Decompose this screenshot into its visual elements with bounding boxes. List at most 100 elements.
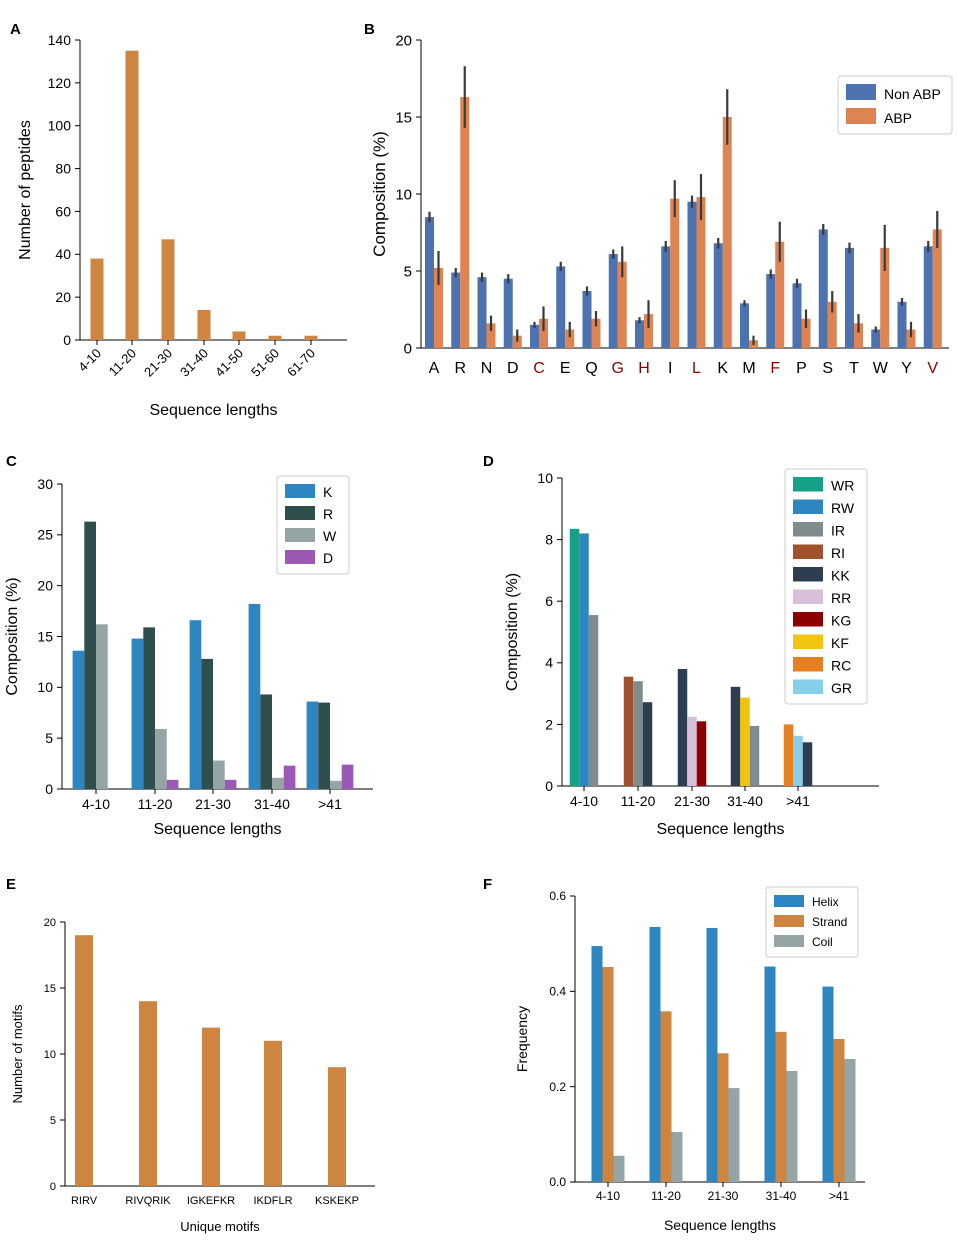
bar-31-40-coil bbox=[786, 1070, 798, 1182]
x-tick-label: 11-20 bbox=[106, 346, 139, 379]
bar-K-non-abp bbox=[713, 243, 723, 348]
x-tick-label: G bbox=[612, 360, 624, 377]
x-tick-label: A bbox=[429, 360, 440, 377]
legend-label-d: D bbox=[323, 550, 333, 566]
legend-swatch-r bbox=[285, 506, 315, 520]
x-tick-label: L bbox=[692, 360, 701, 377]
x-tick-label: RIVQRIK bbox=[125, 1195, 171, 1207]
x-tick-label: RIRV bbox=[71, 1195, 98, 1207]
bar-4-10-strand bbox=[602, 967, 614, 1182]
x-axis-title: Sequence lengths bbox=[149, 402, 277, 419]
bar->41-gr bbox=[793, 735, 803, 786]
bar-11-20-helix bbox=[649, 926, 661, 1182]
legend-swatch-rw bbox=[793, 499, 823, 514]
bar-21-30 bbox=[161, 239, 175, 340]
x-tick-label: 4-10 bbox=[570, 793, 598, 809]
legend-label-kf: KF bbox=[831, 635, 849, 651]
legend-label-kg: KG bbox=[831, 613, 851, 629]
y-tick-label: 10 bbox=[537, 470, 553, 486]
bar-T-non-abp bbox=[845, 247, 854, 348]
x-tick-label: >41 bbox=[318, 796, 342, 812]
legend-swatch-coil bbox=[774, 935, 804, 947]
bar-31-40 bbox=[197, 310, 211, 340]
x-tick-label: 41-50 bbox=[212, 346, 246, 380]
legend-swatch-kk bbox=[793, 567, 823, 582]
legend-swatch-non-abp bbox=[846, 84, 876, 100]
bar-4-10-coil bbox=[613, 1155, 625, 1182]
bar-A-abp bbox=[434, 267, 443, 348]
y-tick-label: 0.6 bbox=[549, 889, 566, 903]
bar-F-abp bbox=[775, 241, 785, 348]
legend-swatch-ir bbox=[793, 522, 823, 537]
y-axis-title: Frequency bbox=[514, 1006, 530, 1072]
bar-51-60 bbox=[268, 335, 282, 340]
legend-label-ir: IR bbox=[831, 523, 845, 539]
bar-RIVQRIK bbox=[139, 1001, 157, 1186]
x-tick-label: >41 bbox=[829, 1189, 850, 1203]
x-tick-label: M bbox=[742, 360, 755, 377]
y-tick-label: 20 bbox=[395, 32, 412, 49]
legend-label-rc: RC bbox=[831, 658, 851, 674]
panel-E: E 0 5 10 15 20 Number of motifs Unique motifs RI… bbox=[6, 876, 375, 1234]
bar-E-abp bbox=[565, 329, 575, 348]
x-tick-label: 21-30 bbox=[708, 1189, 739, 1203]
panel-B: B 0 5 10 15 20 Composition (%) A R N D C E Q G H I L K M F P S… bbox=[364, 21, 953, 377]
bar-P-abp bbox=[801, 318, 811, 348]
y-tick-label: 0 bbox=[545, 778, 553, 794]
x-tick-label: R bbox=[454, 360, 466, 377]
panel-label-E: E bbox=[6, 876, 16, 893]
y-axis-title: Composition (%) bbox=[504, 573, 521, 691]
y-tick-label: 5 bbox=[404, 263, 412, 280]
bar-21-30-helix bbox=[706, 927, 718, 1182]
x-tick-label: Q bbox=[585, 360, 597, 377]
bar->41-w bbox=[330, 780, 342, 789]
bar-K-abp bbox=[722, 117, 732, 348]
bar-M-non-abp bbox=[740, 303, 749, 348]
legend-swatch-k bbox=[285, 484, 315, 498]
bar-31-40-strand bbox=[775, 1031, 787, 1182]
bar-4-10-rw bbox=[579, 533, 589, 786]
bar-W-non-abp bbox=[871, 329, 881, 348]
legend-label-ri: RI bbox=[831, 545, 845, 561]
y-axis-title: Composition (%) bbox=[370, 131, 389, 257]
x-tick-label: 31-40 bbox=[177, 346, 211, 380]
y-tick-label: 20 bbox=[44, 917, 56, 929]
y-tick-label: 0 bbox=[50, 1181, 56, 1193]
y-tick-label: 0.0 bbox=[549, 1175, 566, 1189]
x-tick-label: S bbox=[822, 360, 833, 377]
y-tick-label: 10 bbox=[37, 679, 53, 695]
bar-IKDFLR bbox=[264, 1040, 282, 1186]
x-tick-label: K bbox=[717, 360, 728, 377]
bar->41-coil bbox=[844, 1059, 856, 1182]
x-tick-label: 11-20 bbox=[138, 796, 173, 812]
legend-swatch-w bbox=[285, 528, 315, 542]
legend-label-coil: Coil bbox=[812, 935, 833, 949]
y-tick-label: 5 bbox=[45, 730, 53, 746]
bar-31-40-d bbox=[283, 765, 296, 789]
y-tick-label: 140 bbox=[48, 32, 72, 48]
legend-swatch-gr bbox=[793, 679, 823, 694]
bar-P-non-abp bbox=[792, 283, 802, 348]
y-tick-label: 0 bbox=[63, 332, 71, 348]
bar-R-non-abp bbox=[451, 272, 461, 348]
bar-31-40-w bbox=[272, 777, 284, 789]
x-tick-label: W bbox=[873, 360, 889, 377]
bar-G-abp bbox=[617, 261, 627, 348]
y-tick-label: 100 bbox=[48, 118, 72, 134]
y-axis-title: Composition (%) bbox=[4, 577, 21, 695]
bar-A-non-abp bbox=[425, 217, 434, 348]
y-tick-label: 30 bbox=[37, 476, 53, 492]
y-tick-label: 5 bbox=[50, 1115, 56, 1127]
bar-F-non-abp bbox=[766, 274, 776, 348]
bar-21-30-kg bbox=[696, 721, 707, 786]
y-tick-label: 20 bbox=[37, 578, 53, 594]
y-tick-label: 10 bbox=[44, 1049, 56, 1061]
bar-11-20-r bbox=[143, 627, 155, 789]
y-tick-label: 8 bbox=[545, 532, 553, 548]
legend-label-rr: RR bbox=[831, 590, 851, 606]
legend-label-abp: ABP bbox=[884, 110, 912, 126]
panel-A: A 0 20 40 60 80 100 120 140 Number of peptides Seq… bbox=[10, 21, 347, 419]
panel-label-F: F bbox=[483, 876, 492, 893]
bar-31-40-helix bbox=[764, 966, 776, 1182]
bar-21-30-kk bbox=[677, 668, 688, 786]
